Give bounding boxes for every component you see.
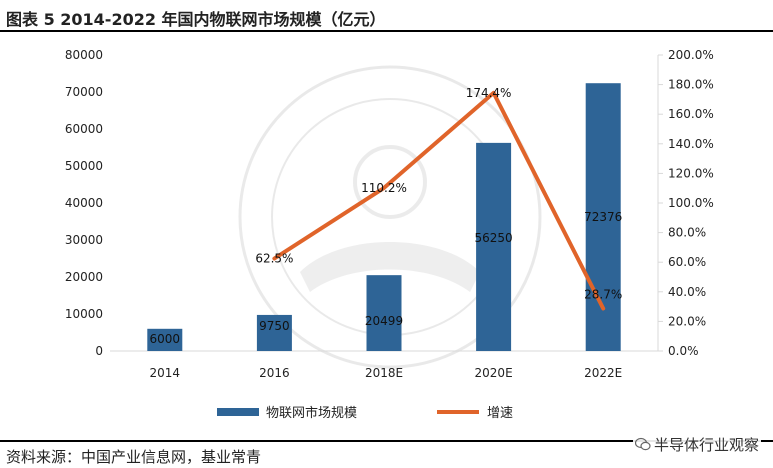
left-tick-label: 80000 [65, 48, 103, 62]
data-labels: 6000 9750 20499 56250 72376 62.5% 110.2% 174.4%… [150, 86, 623, 346]
left-tick-label: 60000 [65, 122, 103, 136]
growth-value-label: 62.5% [255, 252, 293, 266]
source-note: 资料来源：中国产业信息网，基业常青 [6, 448, 262, 466]
right-tick-label: 180.0% [668, 78, 714, 92]
growth-value-label: 28.7% [584, 288, 622, 302]
bar [476, 142, 512, 351]
bar-value-label: 72376 [584, 210, 622, 224]
right-tick-label: 100.0% [668, 196, 714, 210]
x-tick-label: 2016 [259, 366, 290, 380]
legend-label-bar: 物联网市场规模 [266, 405, 357, 421]
footer-divider [0, 440, 773, 442]
x-tick-label: 2014 [150, 366, 181, 380]
axes: 0 10000 20000 30000 40000 50000 60000 70000 8000… [65, 48, 714, 380]
x-tick-label: 2020E [475, 366, 513, 380]
bar [366, 275, 402, 351]
legend: 物联网市场规模 增速 [217, 405, 513, 421]
legend-label-line: 增速 [487, 406, 513, 421]
watermark-text: 半导体行业观察 [632, 434, 761, 455]
left-tick-label: 10000 [65, 307, 103, 321]
right-tick-label: 0.0% [668, 344, 699, 358]
right-tick-label: 120.0% [668, 166, 714, 180]
legend-swatch-bar [217, 408, 259, 416]
left-tick-label: 20000 [65, 270, 103, 284]
left-tick-label: 0 [95, 344, 103, 358]
bar-value-label: 56250 [475, 231, 513, 245]
bar-value-label: 9750 [259, 319, 290, 333]
title-divider [0, 30, 773, 32]
right-tick-label: 140.0% [668, 137, 714, 151]
chart: 0 10000 20000 30000 40000 50000 60000 70000 8000… [65, 48, 714, 421]
growth-value-label: 174.4% [466, 86, 512, 100]
right-tick-label: 200.0% [668, 48, 714, 62]
left-tick-label: 50000 [65, 159, 103, 173]
right-tick-label: 160.0% [668, 107, 714, 121]
chart-title: 图表 5 2014-2022 年国内物联网市场规模（亿元） [6, 10, 386, 29]
bar-value-label: 20499 [365, 314, 403, 328]
right-tick-label: 20.0% [668, 314, 706, 328]
right-tick-label: 80.0% [668, 226, 706, 240]
x-tick-label: 2022E [584, 366, 622, 380]
growth-value-label: 110.2% [361, 181, 407, 195]
line-series [272, 90, 606, 311]
left-tick-label: 70000 [65, 85, 103, 99]
watermark-label: 半导体行业观察 [653, 436, 759, 454]
growth-line [272, 90, 606, 311]
left-tick-label: 40000 [65, 196, 103, 210]
right-tick-label: 40.0% [668, 285, 706, 299]
left-tick-label: 30000 [65, 233, 103, 247]
x-tick-label: 2018E [365, 366, 403, 380]
bar [147, 328, 183, 351]
right-tick-label: 60.0% [668, 255, 706, 269]
wechat-icon [634, 437, 651, 451]
bar-value-label: 6000 [150, 332, 181, 346]
bar [256, 314, 292, 351]
